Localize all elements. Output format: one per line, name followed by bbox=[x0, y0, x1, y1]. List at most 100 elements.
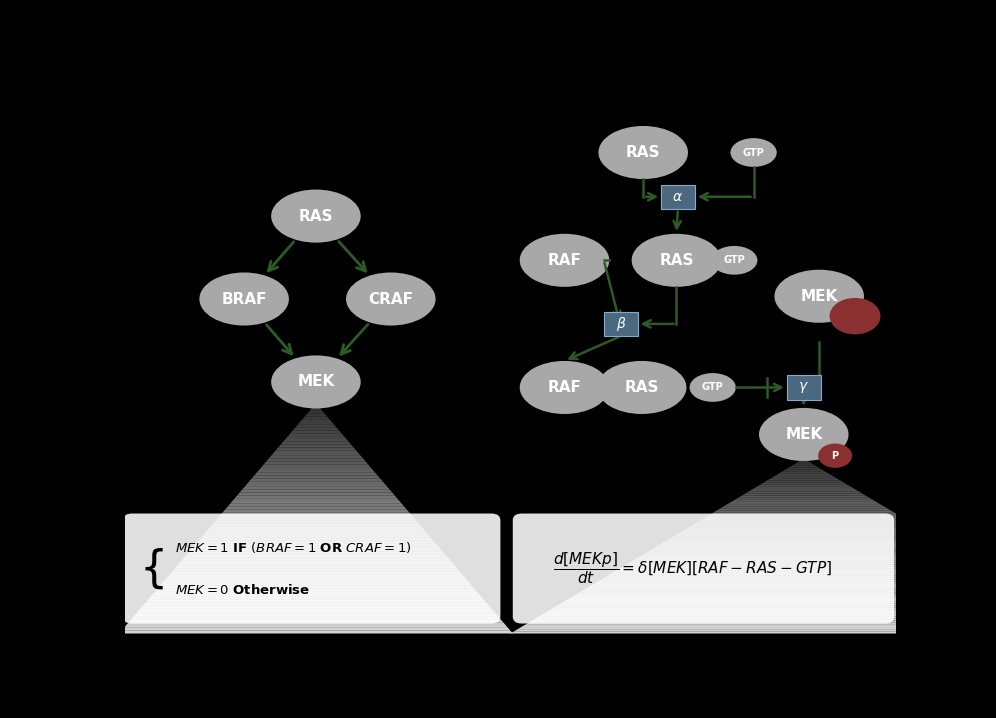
Text: $\beta$: $\beta$ bbox=[616, 315, 626, 333]
FancyBboxPatch shape bbox=[787, 376, 821, 400]
Polygon shape bbox=[307, 411, 325, 414]
Polygon shape bbox=[310, 408, 322, 411]
Polygon shape bbox=[162, 580, 469, 583]
Polygon shape bbox=[160, 583, 472, 586]
Polygon shape bbox=[720, 506, 887, 508]
Polygon shape bbox=[189, 549, 443, 551]
Polygon shape bbox=[629, 560, 978, 562]
Polygon shape bbox=[167, 574, 464, 577]
Polygon shape bbox=[194, 544, 438, 546]
Polygon shape bbox=[228, 504, 404, 507]
Polygon shape bbox=[598, 579, 996, 582]
Polygon shape bbox=[242, 487, 389, 490]
Polygon shape bbox=[666, 538, 941, 541]
Polygon shape bbox=[240, 490, 392, 493]
Polygon shape bbox=[174, 566, 457, 569]
Polygon shape bbox=[198, 538, 433, 541]
Polygon shape bbox=[605, 575, 996, 577]
Ellipse shape bbox=[271, 190, 361, 243]
Polygon shape bbox=[746, 491, 862, 493]
Polygon shape bbox=[742, 493, 866, 495]
Polygon shape bbox=[165, 577, 467, 580]
Polygon shape bbox=[215, 518, 416, 521]
Polygon shape bbox=[124, 625, 508, 628]
Polygon shape bbox=[201, 535, 430, 538]
Polygon shape bbox=[587, 586, 996, 588]
Ellipse shape bbox=[199, 272, 289, 325]
Polygon shape bbox=[644, 551, 963, 554]
Polygon shape bbox=[547, 610, 996, 612]
Polygon shape bbox=[264, 462, 369, 465]
Polygon shape bbox=[786, 467, 822, 470]
Ellipse shape bbox=[631, 234, 721, 287]
Polygon shape bbox=[213, 521, 418, 523]
Polygon shape bbox=[735, 498, 872, 500]
Polygon shape bbox=[793, 463, 815, 465]
Polygon shape bbox=[208, 526, 423, 529]
Polygon shape bbox=[757, 485, 851, 487]
Polygon shape bbox=[753, 487, 855, 489]
Polygon shape bbox=[529, 620, 996, 623]
Polygon shape bbox=[288, 433, 344, 436]
Polygon shape bbox=[565, 599, 996, 601]
Polygon shape bbox=[569, 597, 996, 599]
Ellipse shape bbox=[730, 138, 777, 167]
Polygon shape bbox=[536, 616, 996, 618]
Polygon shape bbox=[235, 495, 397, 498]
Polygon shape bbox=[778, 472, 830, 474]
Polygon shape bbox=[510, 631, 996, 633]
Polygon shape bbox=[257, 470, 375, 472]
Polygon shape bbox=[706, 515, 901, 517]
Text: MEK: MEK bbox=[801, 289, 838, 304]
Polygon shape bbox=[561, 601, 996, 603]
Polygon shape bbox=[518, 627, 996, 629]
Polygon shape bbox=[702, 517, 905, 519]
Polygon shape bbox=[298, 422, 335, 425]
Polygon shape bbox=[172, 569, 460, 572]
Polygon shape bbox=[182, 557, 450, 560]
Polygon shape bbox=[291, 431, 342, 433]
Polygon shape bbox=[662, 541, 945, 543]
Polygon shape bbox=[145, 600, 486, 602]
Polygon shape bbox=[254, 472, 377, 475]
Polygon shape bbox=[179, 560, 452, 563]
Polygon shape bbox=[247, 481, 384, 484]
Polygon shape bbox=[648, 549, 959, 551]
Text: MEK: MEK bbox=[785, 427, 823, 442]
Polygon shape bbox=[225, 507, 406, 510]
Polygon shape bbox=[616, 569, 992, 571]
Polygon shape bbox=[220, 512, 411, 515]
Ellipse shape bbox=[599, 126, 688, 179]
Ellipse shape bbox=[775, 270, 864, 323]
Polygon shape bbox=[283, 439, 349, 442]
Polygon shape bbox=[245, 484, 387, 487]
Polygon shape bbox=[152, 591, 479, 594]
Polygon shape bbox=[131, 617, 501, 620]
Polygon shape bbox=[724, 504, 883, 506]
Text: $MEK = 0\ \mathbf{Otherwise}$: $MEK = 0\ \mathbf{Otherwise}$ bbox=[174, 583, 310, 597]
Polygon shape bbox=[525, 623, 996, 625]
FancyBboxPatch shape bbox=[123, 513, 500, 623]
Polygon shape bbox=[532, 618, 996, 620]
Polygon shape bbox=[698, 519, 909, 521]
Polygon shape bbox=[612, 571, 996, 573]
Polygon shape bbox=[196, 541, 435, 544]
FancyBboxPatch shape bbox=[661, 185, 695, 209]
Polygon shape bbox=[266, 459, 366, 462]
Polygon shape bbox=[177, 563, 455, 566]
Text: RAS: RAS bbox=[299, 209, 334, 223]
Polygon shape bbox=[281, 442, 352, 444]
Polygon shape bbox=[293, 428, 339, 431]
Text: RAF: RAF bbox=[548, 253, 582, 268]
Polygon shape bbox=[274, 450, 359, 453]
Polygon shape bbox=[218, 515, 414, 518]
Ellipse shape bbox=[520, 361, 610, 414]
Polygon shape bbox=[237, 493, 394, 495]
Polygon shape bbox=[543, 612, 996, 614]
Polygon shape bbox=[583, 588, 996, 590]
Polygon shape bbox=[637, 556, 970, 558]
Polygon shape bbox=[261, 465, 371, 467]
Polygon shape bbox=[143, 602, 489, 605]
Polygon shape bbox=[550, 607, 996, 610]
Ellipse shape bbox=[346, 272, 435, 325]
